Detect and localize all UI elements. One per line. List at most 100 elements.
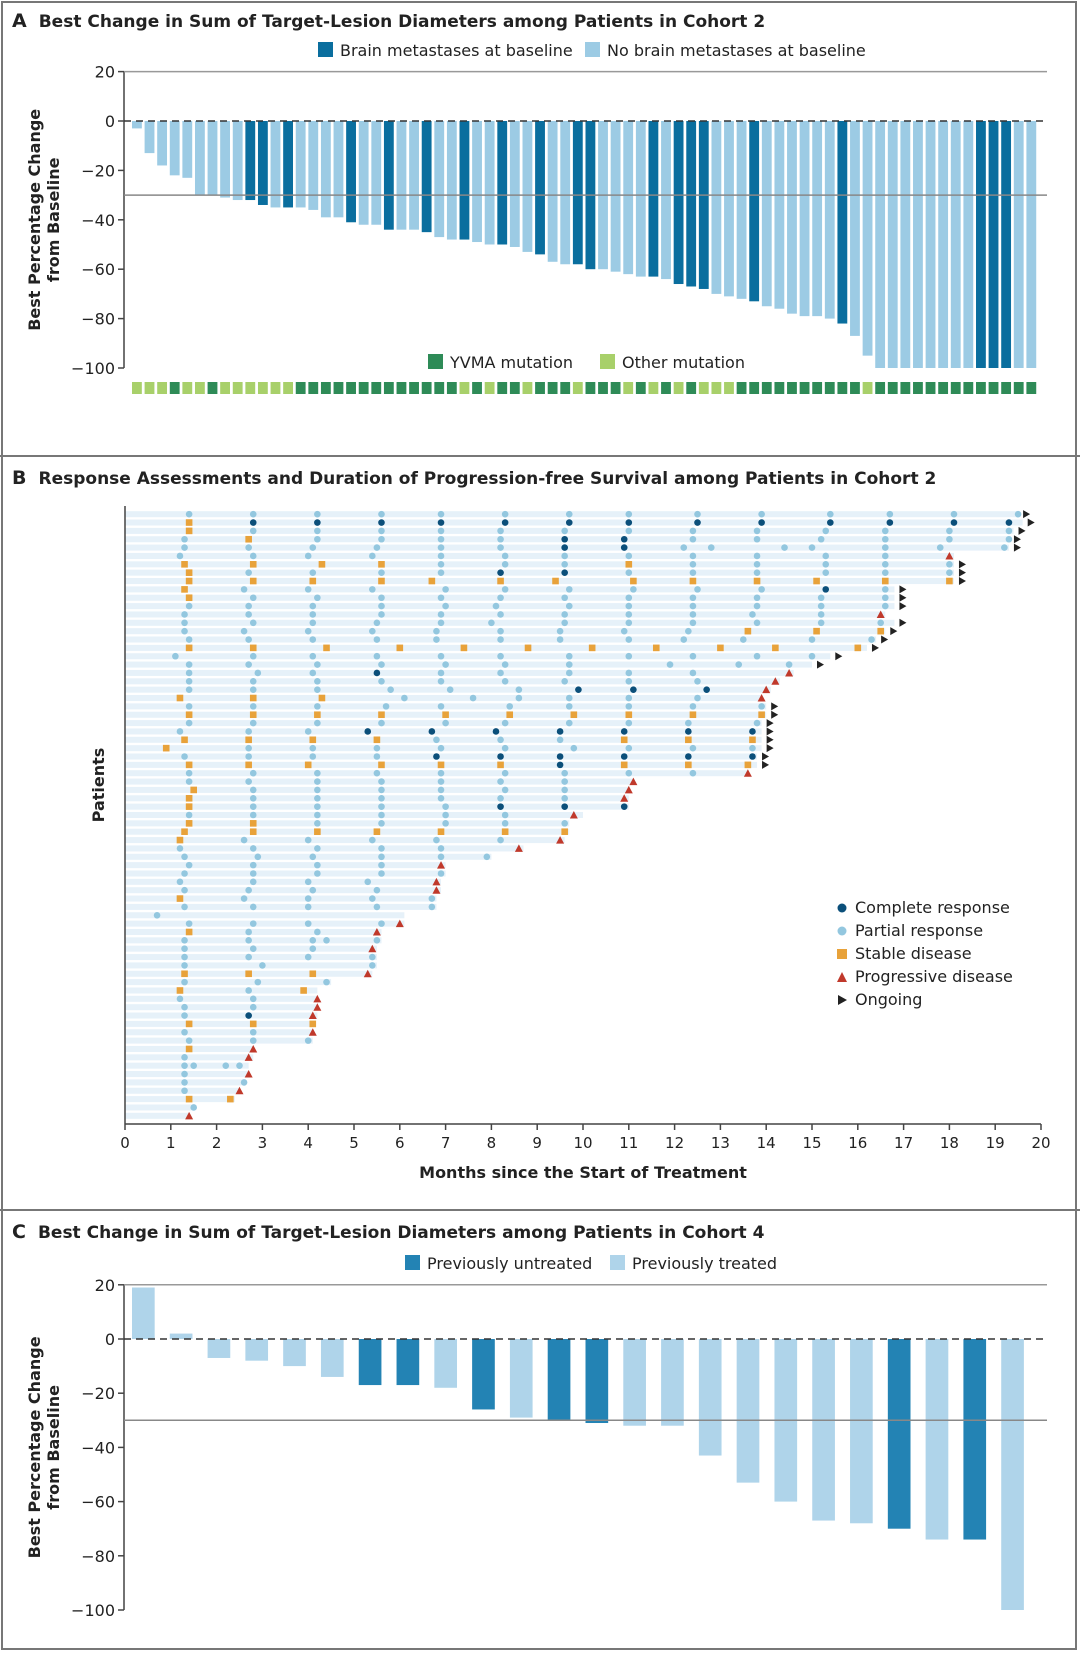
partial-response-marker (304, 552, 312, 560)
stable-disease-marker (185, 569, 193, 576)
partial-response-marker (245, 744, 252, 752)
other-mutation-cell (673, 382, 684, 394)
partial-response-marker (625, 652, 633, 660)
ongoing-marker (1018, 526, 1026, 535)
partial-response-marker (373, 937, 381, 944)
partial-response-marker (245, 544, 252, 551)
partial-response-marker (304, 627, 312, 635)
progressive-disease-marker (185, 1111, 194, 1120)
panel-c-bar-treated (1001, 1339, 1024, 1610)
partial-response-marker (808, 544, 816, 551)
patient-bar (125, 519, 1023, 526)
yvma-mutation-cell (900, 382, 911, 394)
complete-response-marker (620, 728, 628, 735)
partial-response-marker (181, 937, 188, 944)
progressive-disease-marker (569, 811, 578, 819)
complete-response-marker (620, 544, 628, 551)
partial-response-marker (181, 903, 188, 911)
panel-c-bar-untreated (547, 1339, 571, 1421)
patient-bar (125, 1112, 190, 1119)
partial-response-marker (181, 1079, 188, 1086)
panel-a-bar-no-brain-mets (1026, 121, 1037, 368)
partial-response-marker (689, 561, 697, 568)
other-mutation-cell (484, 382, 495, 394)
other-mutation-cell (862, 382, 873, 394)
partial-response-marker (437, 794, 445, 802)
yvma-mutation-cell (610, 382, 621, 394)
patient-bar (125, 920, 405, 927)
patient-bar (125, 845, 524, 852)
stable-disease-marker (625, 561, 633, 568)
partial-response-marker (249, 719, 257, 727)
other-mutation-cell (698, 382, 709, 394)
progressive-disease-marker (771, 677, 780, 685)
partial-response-marker (694, 678, 701, 685)
partial-response-marker (245, 753, 252, 760)
partial-response-marker (753, 527, 761, 535)
progressive-disease-marker (308, 1011, 317, 1020)
partial-response-marker (314, 769, 321, 777)
panel-a-bar-no-brain-mets (824, 121, 835, 319)
partial-response-marker (561, 619, 568, 627)
complete-response-marker (378, 519, 385, 526)
stable-disease-marker (442, 711, 449, 719)
partial-response-marker (497, 778, 504, 785)
stable-disease-marker (428, 577, 436, 585)
panel-a-legend-label: No brain metastases at baseline (607, 41, 866, 60)
panel-b-legend-label: Stable disease (855, 944, 972, 963)
patient-bar (125, 644, 867, 651)
panel-b-title: B Response Assessments and Duration of Pr… (12, 467, 936, 489)
yvma-mutation-cell (913, 382, 923, 394)
complete-response-marker (364, 728, 372, 735)
mutation-legend-swatch (428, 354, 443, 369)
panel-a-bar-no-brain-mets (371, 121, 382, 225)
partial-response-marker (249, 510, 257, 518)
ongoing-marker (871, 643, 879, 652)
panel-a-bar-no-brain-mets (963, 121, 974, 368)
complete-response-marker (433, 753, 440, 760)
partial-response-marker (245, 611, 252, 618)
partial-response-marker (753, 719, 761, 727)
partial-response-marker (245, 569, 252, 576)
stable-disease-marker (625, 711, 633, 719)
partial-response-marker (881, 569, 889, 576)
partial-response-marker (515, 686, 523, 693)
stable-disease-marker (497, 761, 504, 769)
partial-response-marker (506, 703, 514, 710)
partial-response-marker (625, 552, 633, 560)
partial-response-marker (565, 602, 573, 610)
panel-c-y-tick-label: −20 (81, 1384, 115, 1403)
stable-disease-marker (162, 744, 170, 752)
stable-disease-marker (176, 694, 184, 702)
panel-a-y-tick-label: −20 (81, 161, 115, 180)
complete-response-marker (501, 519, 509, 526)
complete-response-marker (556, 728, 564, 735)
patient-bar (125, 552, 954, 559)
partial-response-marker (881, 594, 889, 602)
yvma-mutation-cell (749, 382, 760, 394)
stable-disease-marker (185, 519, 193, 526)
stable-disease-marker (249, 561, 257, 568)
ongoing-marker (766, 727, 774, 736)
partial-response-marker (378, 794, 385, 802)
partial-response-marker (304, 953, 312, 961)
panel-a-bar-brain-mets (245, 121, 256, 201)
partial-response-marker (442, 811, 449, 819)
partial-response-marker (309, 652, 317, 660)
panel-a-bar-no-brain-mets (220, 121, 231, 198)
partial-response-marker (172, 652, 179, 660)
partial-response-marker (323, 937, 330, 944)
stable-disease-marker (249, 711, 257, 719)
panel-c-bar-treated (245, 1339, 269, 1361)
partial-response-marker (249, 945, 257, 952)
partial-response-marker (497, 636, 504, 643)
panel-b-x-tick-label: 0 (120, 1134, 130, 1152)
yvma-mutation-cell (635, 382, 646, 394)
other-mutation-cell (459, 382, 470, 394)
partial-response-marker (185, 661, 193, 668)
complete-response-marker (575, 686, 582, 693)
partial-response-marker (185, 686, 193, 693)
partial-response-marker (437, 769, 445, 777)
ongoing-marker (771, 710, 779, 719)
partial-response-marker (378, 569, 385, 576)
